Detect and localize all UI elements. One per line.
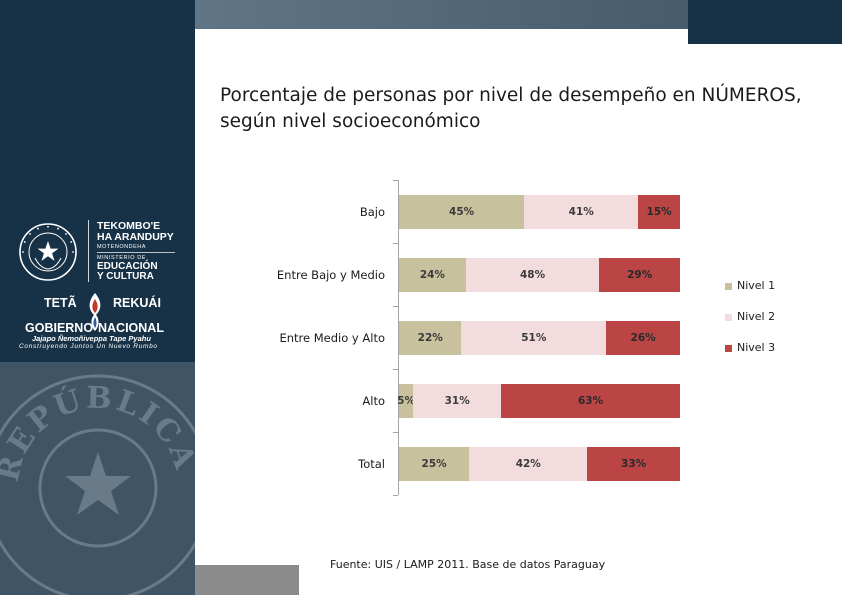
bar-segment-nivel-3 [638,194,680,229]
legend-label: Nivel 1 [737,279,776,292]
data-label: 25% [421,457,447,470]
ministry-line-6: Y CULTURA [97,271,154,282]
axis-tick [393,180,398,181]
data-label: 31% [444,394,470,407]
ministry-line-1: TEKOMBO'E [97,220,161,232]
bar-segment-nivel-1 [399,194,525,229]
legend-item-nivel-3: Nivel 3 [725,341,775,355]
ministry-line-5: EDUCACIÓN [97,261,158,272]
data-label: 45% [449,205,475,218]
data-label: 26% [630,331,656,344]
bar-segment-nivel-1 [399,320,462,355]
gov-word-4: NACIONAL [98,321,164,335]
gov-flame-emblem-icon [89,293,101,331]
legend-item-nivel-2: Nivel 2 [725,310,775,324]
category-axis [398,180,399,495]
legend-label: Nivel 2 [737,310,776,323]
data-label: 5% [397,394,415,407]
gov-word-3: GOBIERNO [25,321,94,335]
gov-word-1: TETÃ [44,296,77,310]
bar-segment-nivel-3 [501,383,680,418]
bar-segment-nivel-2 [524,194,639,229]
bar-segment-nivel-1 [399,257,466,292]
data-label: 22% [417,331,443,344]
data-label: 42% [515,457,541,470]
legend-swatch [725,344,732,352]
data-label: 51% [521,331,547,344]
logo-divider [88,220,89,282]
axis-tick [393,243,398,244]
bar-segment-nivel-3 [606,320,680,355]
source-note: Fuente: UIS / LAMP 2011. Base de datos P… [330,558,606,571]
gov-tagline-2: Construyendo Juntos Un Nuevo Rumbo [19,343,158,350]
bar-segment-nivel-2 [465,257,600,292]
category-label: Bajo [359,204,385,219]
data-label: 63% [578,394,604,407]
logo-rule [97,252,175,253]
bar-segment-nivel-2 [469,446,588,481]
gov-tagline-1: Jajapo Ñemoñiveppa Tape Pyahu [32,334,151,343]
axis-tick [393,306,398,307]
data-label: 41% [568,205,594,218]
top-right-block [688,0,842,44]
category-label: Entre Medio y Alto [279,330,385,345]
data-label: 48% [519,268,546,281]
data-label: 29% [627,268,653,281]
axis-tick [393,495,398,496]
ministry-line-3: MOTENONDEHA [97,244,146,250]
bar-segment-nivel-1 [399,446,470,481]
watermark-seal-icon: REPÚBLICA DEL PARAGUAY [0,372,195,595]
axis-tick [393,369,398,370]
category-label: Alto [362,393,385,408]
top-accent-bar [195,0,688,29]
paraguay-seal-icon [19,223,77,281]
category-label: Entre Bajo y Medio [276,267,385,282]
bar-segment-nivel-2 [461,320,607,355]
gov-word-2: REKUÁI [113,296,161,310]
data-label: 24% [419,268,445,281]
ministry-line-2: HA ARANDUPY [97,231,174,243]
chart-title: Porcentaje de personas por nivel de dese… [220,85,802,132]
left-brand-panel: TEKOMBO'E HA ARANDUPY MOTENONDEHA MINIST… [0,0,195,595]
legend-swatch [725,313,732,321]
bar-segment-nivel-1 [399,383,414,418]
legend-label: Nivel 3 [737,341,776,354]
ministry-line-4: MINISTERIO DE [97,255,147,261]
bottom-accent-bar [195,565,299,595]
bar-segment-nivel-2 [413,383,502,418]
legend-item-nivel-1: Nivel 1 [725,279,775,293]
data-label: 33% [621,457,647,470]
axis-tick [393,432,398,433]
data-label: 15% [646,205,672,218]
bar-segment-nivel-3 [599,257,680,292]
left-panel-lower-band [0,362,195,595]
bar-segment-nivel-3 [587,446,680,481]
category-label: Total [358,456,385,471]
legend-swatch [725,282,732,290]
